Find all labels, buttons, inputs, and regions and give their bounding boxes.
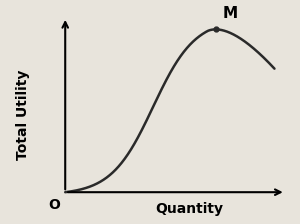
Text: Quantity: Quantity [155, 202, 224, 216]
Text: M: M [223, 6, 238, 21]
Text: Total Utility: Total Utility [16, 70, 30, 160]
Text: O: O [48, 198, 60, 211]
